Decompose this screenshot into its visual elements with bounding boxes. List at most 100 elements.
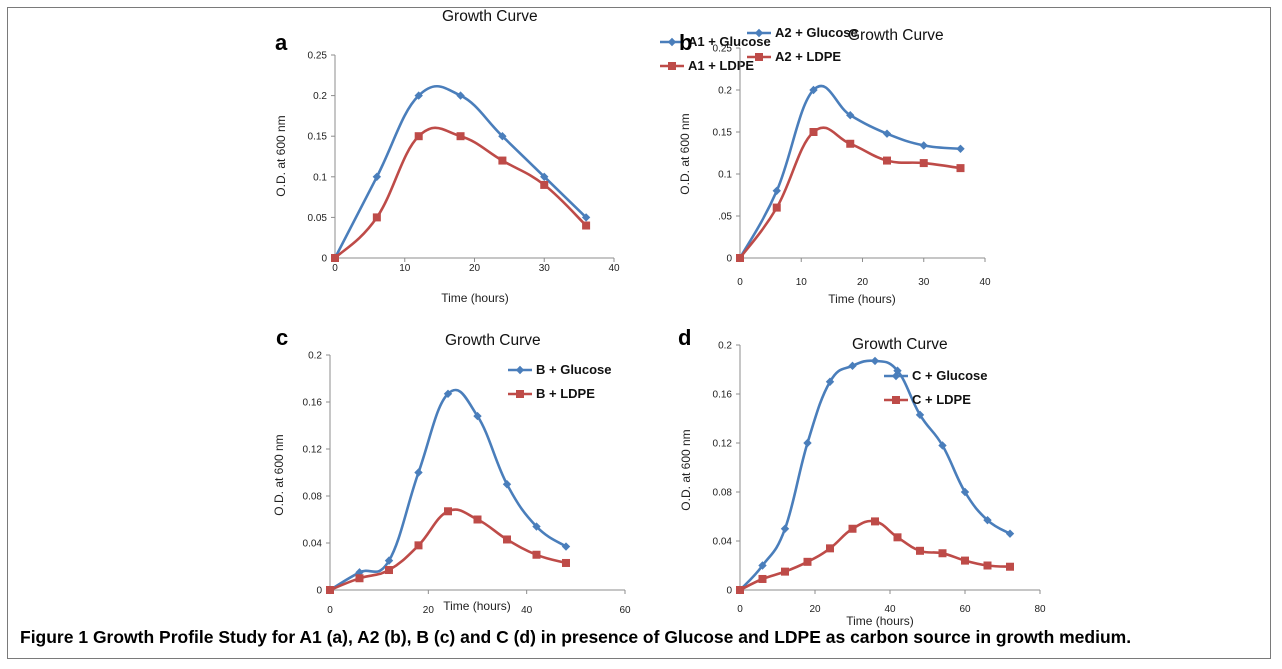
data-point-d-0 (803, 438, 812, 448)
data-point-d-1 (826, 544, 834, 553)
y-tick-label: 0.2 (308, 351, 322, 362)
x-tick-label: 0 (737, 277, 743, 288)
data-point-b-1 (809, 128, 818, 136)
data-point-c-1 (414, 541, 423, 550)
data-point-d-1 (983, 561, 992, 570)
legend-label-d-1: C + LDPE (912, 392, 971, 407)
data-point-a-0 (456, 91, 465, 100)
data-point-c-1 (562, 558, 570, 567)
x-tick-label: 20 (857, 277, 869, 288)
data-point-c-1 (444, 507, 452, 516)
legend-marker (515, 365, 525, 375)
data-point-c-1 (326, 586, 334, 594)
data-point-a-0 (498, 132, 507, 141)
data-point-a-0 (414, 91, 423, 100)
legend-marker (754, 28, 764, 38)
y-tick-label: 0.25 (713, 44, 733, 55)
data-point-c-1 (355, 574, 364, 583)
panel-letter-a: a (275, 30, 288, 55)
data-point-b-1 (883, 156, 891, 165)
y-tick-label: 0.16 (303, 398, 323, 409)
y-tick-label: 0 (316, 586, 322, 597)
data-point-d-1 (736, 586, 744, 594)
y-tick-label: 0.16 (713, 390, 733, 401)
data-point-c-0 (532, 522, 541, 531)
y-axis-title-a: O.D. at 600 nm (274, 115, 288, 196)
data-point-d-0 (825, 377, 835, 386)
data-point-b-1 (956, 164, 965, 173)
data-point-d-1 (758, 574, 767, 583)
data-point-a-0 (540, 172, 549, 181)
y-tick-label: 0.15 (308, 132, 328, 143)
data-point-a-1 (456, 132, 465, 141)
data-point-b-1 (736, 254, 744, 262)
y-tick-label: 0.12 (713, 439, 733, 450)
data-point-a-1 (540, 180, 549, 189)
data-point-d-0 (960, 487, 970, 497)
x-tick-label: 40 (521, 605, 533, 616)
x-axis-title-b: Time (hours) (828, 292, 896, 306)
data-point-d-0 (848, 361, 857, 371)
chart-title-a: Growth Curve (442, 8, 538, 25)
panel-letter-b: b (679, 30, 692, 55)
x-tick-label: 0 (327, 605, 333, 616)
figure-caption: Figure 1 Growth Profile Study for A1 (a)… (20, 627, 1270, 648)
panel-letter-c: c (276, 325, 288, 350)
y-tick-label: 0.05 (308, 213, 328, 224)
data-point-c-1 (532, 550, 541, 559)
data-point-a-1 (331, 254, 339, 262)
legend-label-a-0: A1 + Glucose (688, 34, 771, 49)
data-point-c-0 (561, 542, 571, 551)
x-tick-label: 40 (884, 604, 896, 615)
series-line-a-1 (334, 126, 588, 259)
series-line-a-0 (333, 85, 588, 259)
data-point-c-0 (443, 389, 453, 398)
y-tick-label: 0.12 (303, 445, 323, 456)
data-point-d-1 (803, 557, 812, 566)
series-line-d-1 (739, 519, 1011, 592)
legend-label-a-1: A1 + LDPE (688, 58, 754, 73)
data-point-c-0 (473, 411, 482, 421)
data-point-a-1 (582, 221, 591, 230)
y-tick-label: 0.04 (713, 537, 733, 548)
caption-text: Growth Profile Study for A1 (a), A2 (b),… (88, 627, 1132, 647)
legend-label-b-0: A2 + Glucose (775, 25, 858, 40)
x-tick-label: 0 (332, 263, 338, 274)
data-point-d-0 (915, 410, 925, 420)
x-tick-label: 20 (469, 263, 481, 274)
data-point-b-1 (919, 159, 928, 168)
legend-label-c-1: B + LDPE (536, 386, 595, 401)
data-point-d-1 (871, 517, 879, 526)
data-point-d-1 (1006, 562, 1014, 571)
data-point-d-1 (938, 549, 947, 558)
x-axis-title-c: Time (hours) (443, 599, 511, 613)
data-point-b-1 (772, 203, 781, 212)
y-tick-label: 0.2 (313, 91, 327, 102)
legend-marker (892, 396, 900, 404)
x-tick-label: 40 (979, 277, 991, 288)
x-tick-label: 10 (399, 263, 411, 274)
data-point-d-0 (983, 515, 992, 525)
data-point-b-0 (772, 186, 781, 195)
data-point-d-1 (961, 556, 969, 565)
legend-marker (516, 390, 524, 398)
y-axis-title-d: O.D. at 600 nm (679, 429, 693, 510)
chart-title-d: Growth Curve (852, 336, 948, 353)
y-tick-label: 0 (726, 254, 732, 265)
data-point-b-0 (846, 111, 855, 120)
y-tick-label: 0.2 (718, 86, 732, 97)
y-tick-label: 0.08 (713, 488, 733, 499)
data-point-a-1 (414, 132, 423, 141)
x-tick-label: 60 (959, 604, 971, 615)
data-point-a-1 (372, 213, 381, 222)
x-tick-label: 0 (737, 604, 743, 615)
data-point-b-0 (882, 129, 892, 138)
data-point-c-0 (384, 556, 394, 565)
data-point-a-0 (581, 213, 591, 222)
data-point-b-0 (809, 85, 818, 95)
legend-marker (668, 62, 676, 70)
x-tick-label: 30 (539, 263, 551, 274)
y-tick-label: 0.04 (303, 539, 323, 550)
legend-marker (891, 371, 901, 381)
